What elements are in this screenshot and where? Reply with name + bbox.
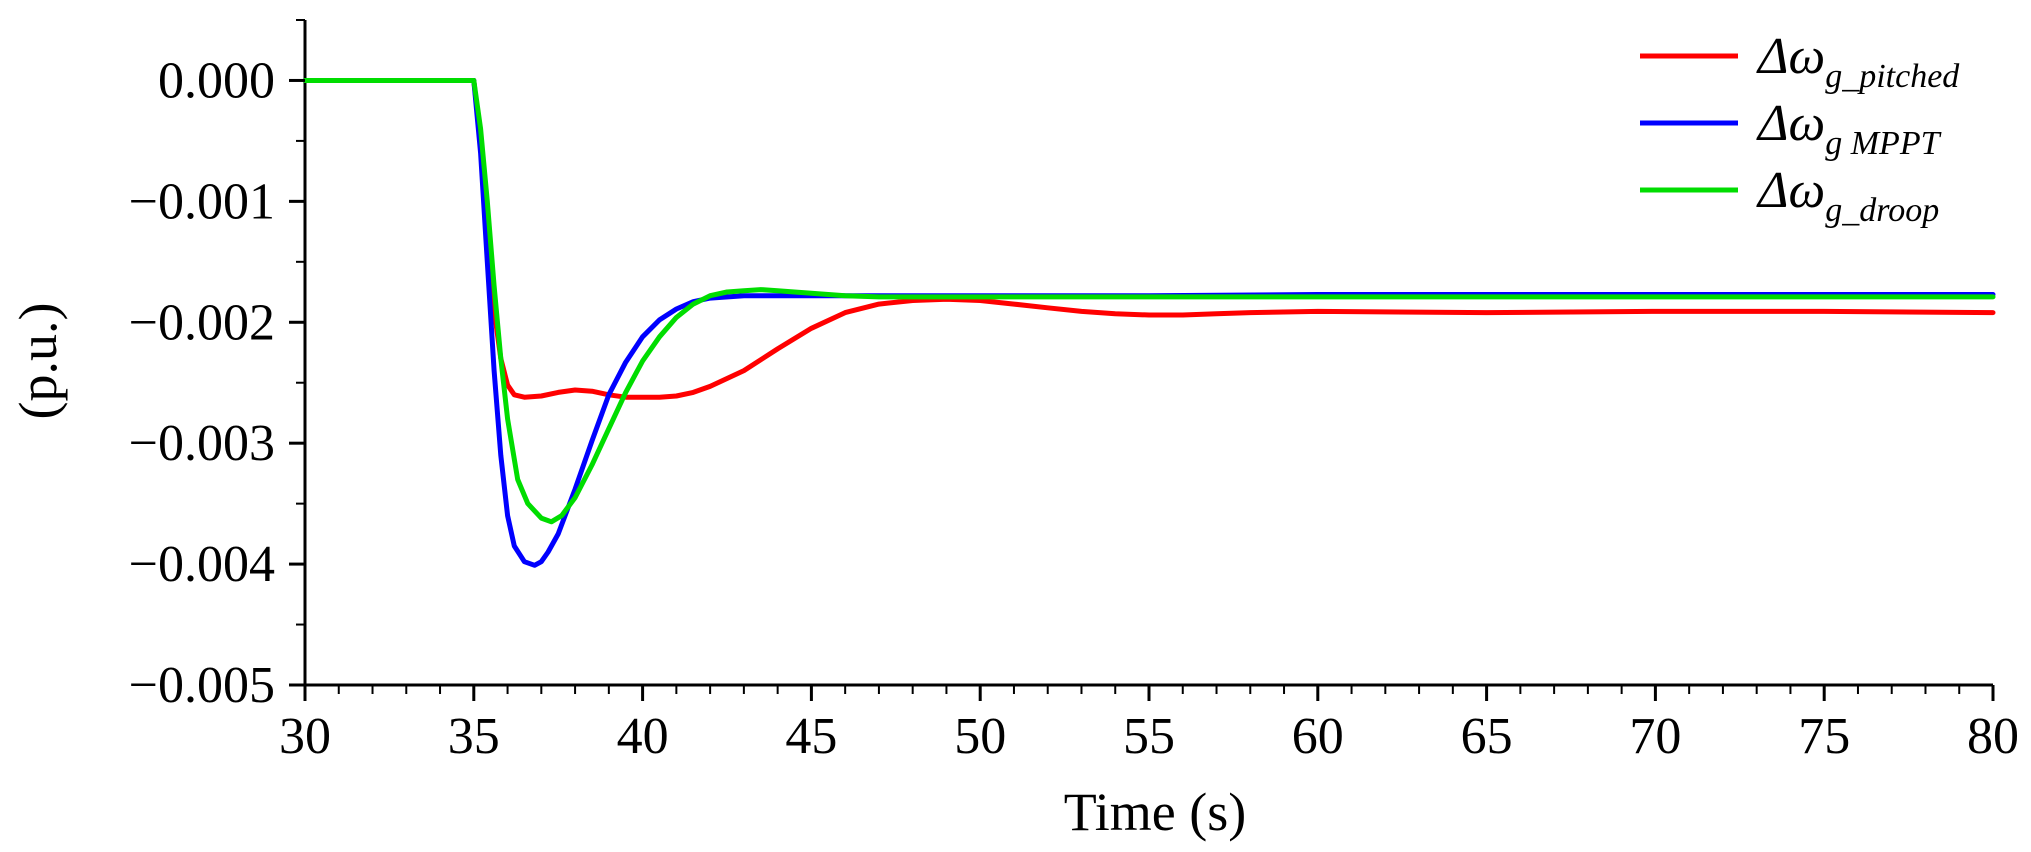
- series-layer: [302, 78, 1996, 568]
- x-tick-label: 45: [785, 708, 837, 765]
- legend-entry: Δωg MPPT: [1756, 95, 1942, 162]
- y-tick-label: 0.000: [158, 52, 275, 109]
- legend-entry: Δωg_droop: [1756, 162, 1939, 229]
- series-line-gpitched: [302, 78, 1996, 400]
- x-tick-label: 60: [1292, 708, 1344, 765]
- series-line-gdroop: [302, 78, 1996, 525]
- ticks-layer: 30 35 40 45 50 55 60 65 70 75 80 0.000 −0.001 −0.002 −…: [129, 19, 2019, 765]
- x-tick-label: 75: [1798, 708, 1850, 765]
- x-tick-label: 55: [1123, 708, 1175, 765]
- y-tick-label: −0.003: [129, 415, 275, 472]
- x-axis-title: Time (s): [1064, 782, 1247, 842]
- y-tick-label: −0.005: [129, 657, 275, 714]
- series-line-gmppt: [302, 78, 1996, 568]
- x-tick-label: 50: [954, 708, 1006, 765]
- x-tick-label: 65: [1461, 708, 1513, 765]
- x-tick-label: 35: [448, 708, 500, 765]
- x-tick-label: 30: [279, 708, 331, 765]
- x-tick-label: 70: [1629, 708, 1681, 765]
- y-tick-label: −0.002: [129, 294, 275, 351]
- axes: [303, 20, 1993, 687]
- x-tick-label: 80: [1967, 708, 2019, 765]
- x-tick-label: 40: [617, 708, 669, 765]
- y-tick-label: −0.001: [129, 173, 275, 230]
- legend-entry: Δωg_pitched: [1756, 28, 1960, 95]
- y-axis-title: (p.u.): [8, 303, 68, 420]
- y-tick-label: −0.004: [129, 536, 275, 593]
